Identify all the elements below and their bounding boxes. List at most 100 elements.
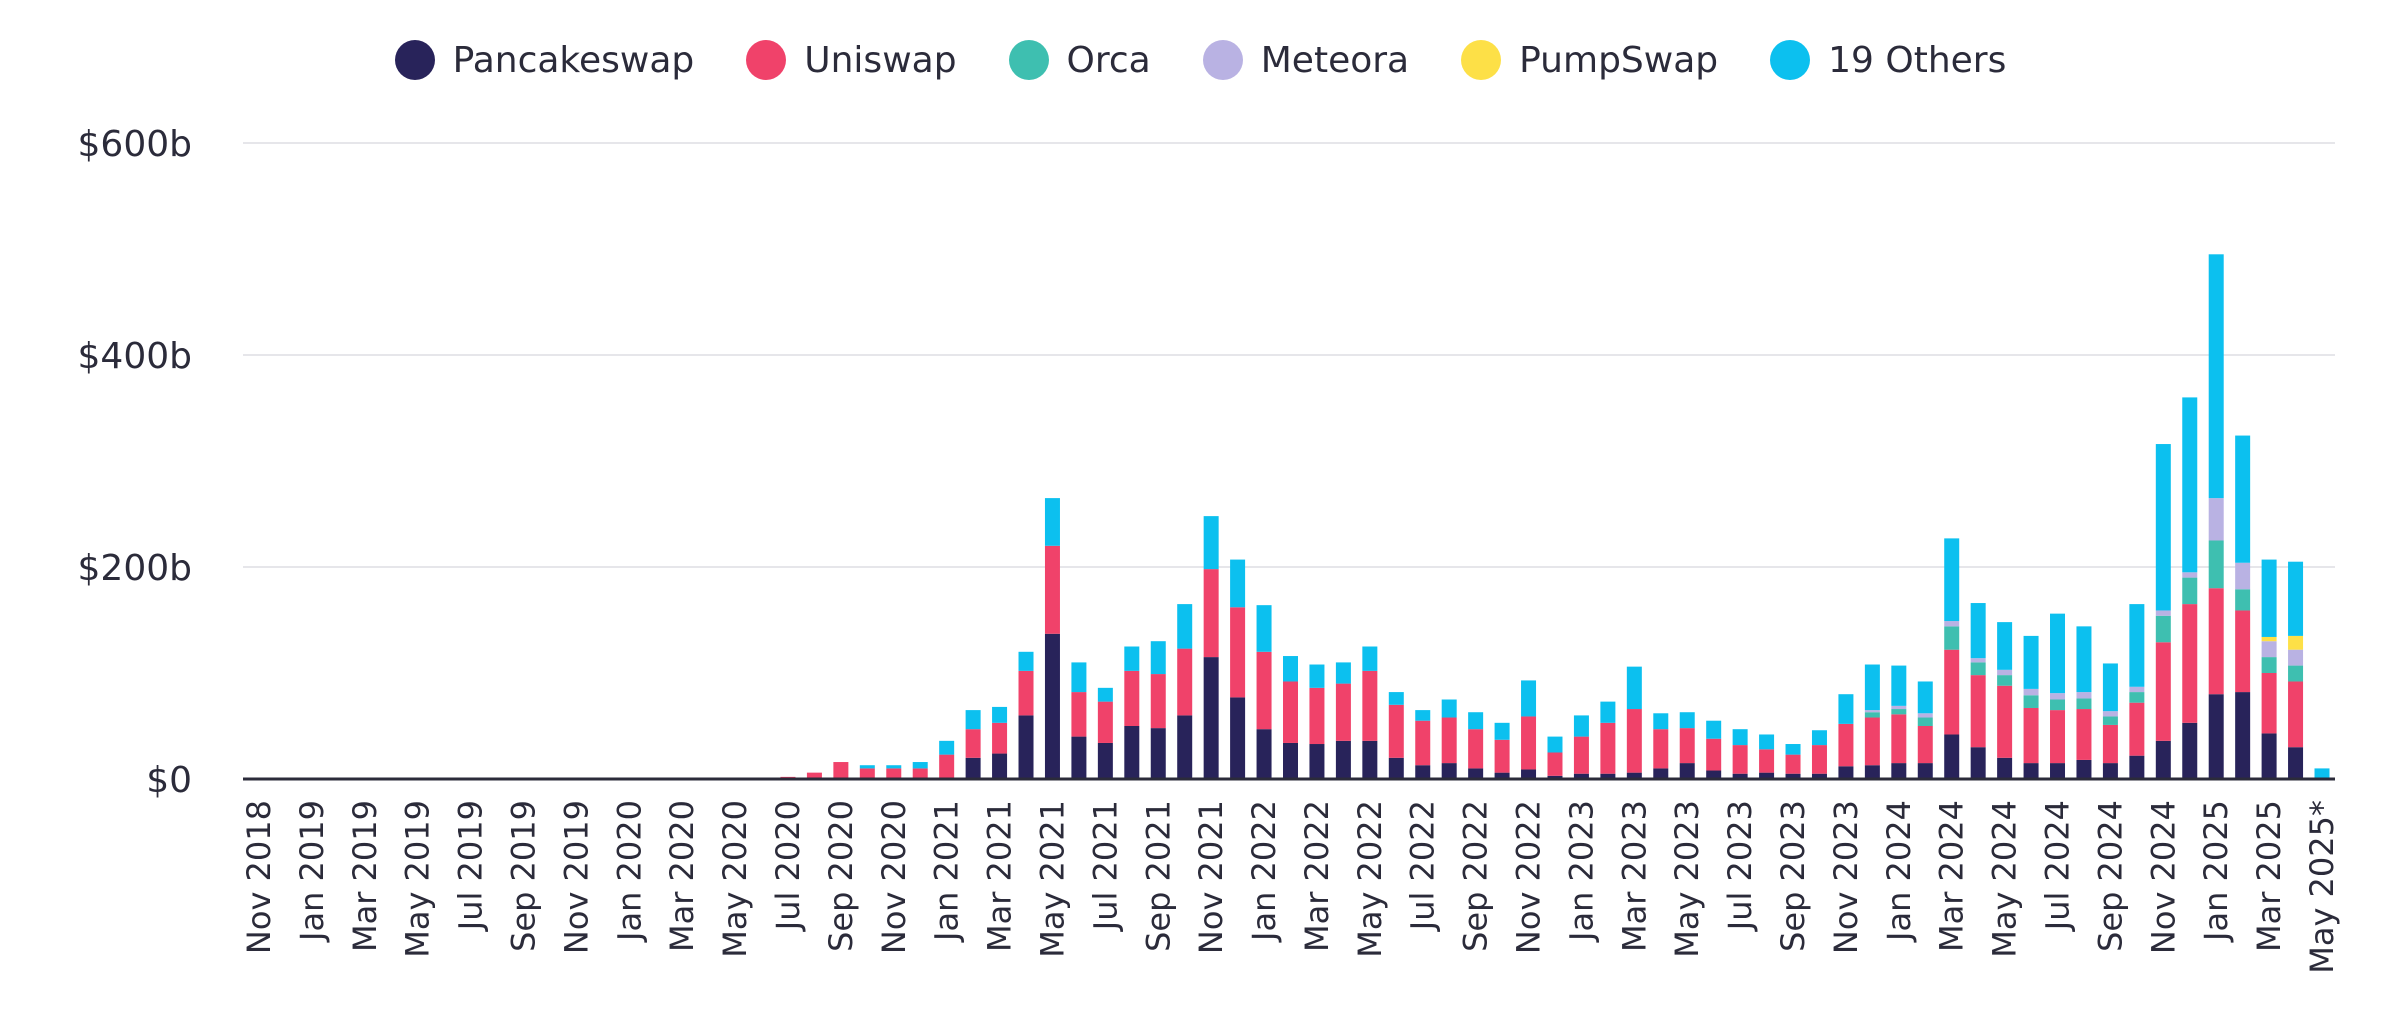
bar-segment-19-others[interactable] — [2102, 663, 2118, 712]
bar-segment-uniswap[interactable] — [886, 768, 902, 779]
bar-segment-uniswap[interactable] — [2208, 588, 2224, 695]
legend-item-meteora[interactable]: Meteora — [1202, 40, 1409, 81]
bar-segment-19-others[interactable] — [939, 740, 955, 755]
legend-item-19-others[interactable]: 19 Others — [1770, 40, 2006, 81]
bar-segment-19-others[interactable] — [1468, 712, 1484, 730]
bar-segment-uniswap[interactable] — [2050, 710, 2066, 764]
bar-segment-uniswap[interactable] — [2076, 709, 2092, 760]
bar-segment-19-others[interactable] — [1970, 603, 1986, 659]
bar-segment-uniswap[interactable] — [1838, 723, 1854, 767]
bar-segment-pancakeswap[interactable] — [1415, 765, 1431, 779]
bar-segment-pancakeswap[interactable] — [1441, 763, 1457, 779]
bar-segment-uniswap[interactable] — [1309, 687, 1325, 745]
bar-segment-19-others[interactable] — [2288, 561, 2304, 636]
bar-segment-19-others[interactable] — [1785, 744, 1801, 755]
bar-segment-orca[interactable] — [2050, 699, 2066, 711]
bar-segment-uniswap[interactable] — [1653, 729, 1669, 769]
bar-segment-19-others[interactable] — [886, 765, 902, 769]
bar-segment-uniswap[interactable] — [1759, 749, 1775, 773]
bar-segment-19-others[interactable] — [1097, 687, 1113, 702]
bar-segment-pancakeswap[interactable] — [2235, 692, 2251, 779]
bar-segment-19-others[interactable] — [2261, 559, 2277, 637]
bar-segment-19-others[interactable] — [1415, 710, 1431, 721]
bar-segment-uniswap[interactable] — [1230, 607, 1246, 698]
bar-segment-uniswap[interactable] — [1891, 714, 1907, 764]
bar-segment-uniswap[interactable] — [1097, 701, 1113, 743]
bar-segment-orca[interactable] — [1917, 717, 1933, 726]
bar-segment-meteora[interactable] — [1944, 621, 1960, 627]
bar-segment-19-others[interactable] — [1521, 680, 1537, 717]
bar-segment-orca[interactable] — [1997, 675, 2013, 686]
bar-segment-pancakeswap[interactable] — [2023, 763, 2039, 779]
bar-segment-meteora[interactable] — [1891, 705, 1907, 710]
bar-segment-uniswap[interactable] — [1521, 716, 1537, 770]
bar-segment-uniswap[interactable] — [1256, 651, 1272, 730]
bar-segment-pancakeswap[interactable] — [1309, 744, 1325, 779]
bar-segment-pancakeswap[interactable] — [1018, 715, 1034, 779]
bar-segment-pumpswap[interactable] — [2288, 635, 2304, 650]
bar-segment-uniswap[interactable] — [1600, 722, 1616, 774]
bar-segment-pancakeswap[interactable] — [1256, 729, 1272, 779]
bar-segment-19-others[interactable] — [1838, 694, 1854, 724]
bar-segment-pancakeswap[interactable] — [992, 753, 1008, 779]
bar-segment-uniswap[interactable] — [1785, 754, 1801, 774]
bar-segment-pancakeswap[interactable] — [1177, 715, 1193, 779]
bar-segment-19-others[interactable] — [1494, 722, 1510, 740]
bar-segment-pancakeswap[interactable] — [1097, 742, 1113, 779]
bar-segment-meteora[interactable] — [2288, 649, 2304, 666]
bar-segment-meteora[interactable] — [2182, 572, 2198, 578]
bar-segment-uniswap[interactable] — [1494, 739, 1510, 773]
bar-segment-19-others[interactable] — [1547, 736, 1563, 753]
bar-segment-19-others[interactable] — [1811, 730, 1827, 746]
bar-segment-uniswap[interactable] — [2023, 707, 2039, 764]
bar-segment-19-others[interactable] — [1706, 720, 1722, 739]
bar-segment-uniswap[interactable] — [2182, 604, 2198, 723]
bar-segment-pancakeswap[interactable] — [2208, 694, 2224, 779]
bar-segment-uniswap[interactable] — [806, 772, 822, 779]
bar-segment-uniswap[interactable] — [1150, 674, 1166, 729]
bar-segment-pancakeswap[interactable] — [1203, 657, 1219, 779]
bar-segment-uniswap[interactable] — [912, 768, 928, 779]
bar-segment-pancakeswap[interactable] — [1547, 775, 1563, 779]
bar-segment-pancakeswap[interactable] — [1811, 773, 1827, 779]
bar-segment-orca[interactable] — [2076, 698, 2092, 710]
bar-segment-uniswap[interactable] — [1679, 728, 1695, 764]
bar-segment-19-others[interactable] — [1256, 605, 1272, 652]
bar-segment-uniswap[interactable] — [1626, 709, 1642, 773]
bar-segment-19-others[interactable] — [1362, 646, 1378, 671]
bar-segment-19-others[interactable] — [1759, 734, 1775, 750]
bar-segment-meteora[interactable] — [2023, 688, 2039, 696]
bar-segment-uniswap[interactable] — [1997, 685, 2013, 758]
bar-segment-pancakeswap[interactable] — [1970, 747, 1986, 779]
bar-segment-uniswap[interactable] — [1283, 681, 1298, 743]
bar-segment-19-others[interactable] — [2129, 604, 2145, 687]
bar-segment-19-others[interactable] — [859, 765, 875, 769]
bar-segment-uniswap[interactable] — [1547, 752, 1563, 776]
bar-segment-uniswap[interactable] — [2102, 724, 2118, 764]
bar-segment-uniswap[interactable] — [2288, 681, 2304, 748]
bar-segment-pancakeswap[interactable] — [1891, 763, 1907, 779]
bar-segment-19-others[interactable] — [912, 762, 928, 769]
bar-segment-uniswap[interactable] — [992, 722, 1008, 754]
bar-segment-pancakeswap[interactable] — [1573, 773, 1589, 779]
bar-segment-19-others[interactable] — [1997, 622, 2013, 670]
bar-segment-meteora[interactable] — [2261, 641, 2277, 658]
bar-segment-uniswap[interactable] — [1732, 745, 1748, 774]
bar-segment-19-others[interactable] — [2182, 397, 2198, 573]
bar-segment-uniswap[interactable] — [2261, 673, 2277, 734]
bar-segment-19-others[interactable] — [1944, 538, 1960, 622]
bar-segment-orca[interactable] — [2102, 716, 2118, 725]
bar-segment-pancakeswap[interactable] — [1150, 728, 1166, 779]
bar-segment-uniswap[interactable] — [859, 768, 875, 779]
bar-segment-uniswap[interactable] — [939, 754, 955, 779]
bar-segment-pancakeswap[interactable] — [1917, 763, 1933, 779]
bar-segment-19-others[interactable] — [2023, 635, 2039, 689]
bar-segment-orca[interactable] — [2155, 615, 2171, 643]
bar-segment-19-others[interactable] — [1573, 715, 1589, 737]
bar-segment-orca[interactable] — [1970, 662, 1986, 676]
legend-item-uniswap[interactable]: Uniswap — [746, 40, 957, 81]
bar-segment-pumpswap[interactable] — [2261, 636, 2277, 642]
bar-segment-pancakeswap[interactable] — [1388, 757, 1404, 779]
bar-segment-orca[interactable] — [2288, 665, 2304, 682]
bar-segment-pancakeswap[interactable] — [1468, 768, 1484, 779]
